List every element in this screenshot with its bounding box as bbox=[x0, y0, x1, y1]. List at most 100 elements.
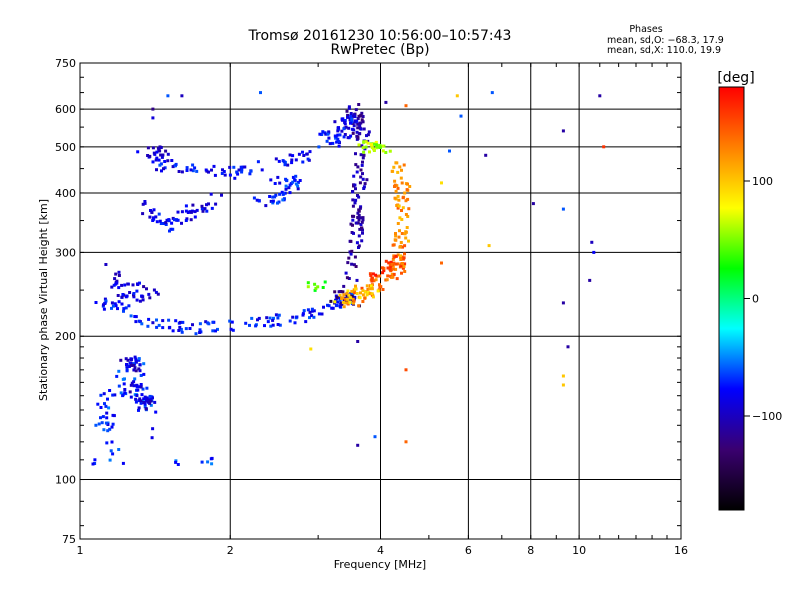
data-point bbox=[327, 136, 331, 140]
data-point bbox=[308, 150, 312, 154]
data-point bbox=[184, 219, 188, 222]
data-point bbox=[357, 195, 361, 199]
data-point bbox=[121, 394, 125, 398]
data-point bbox=[111, 422, 115, 426]
data-point bbox=[338, 293, 342, 297]
data-point bbox=[592, 250, 596, 254]
data-point bbox=[254, 324, 258, 328]
data-point bbox=[220, 193, 223, 197]
data-point bbox=[154, 410, 158, 414]
data-point bbox=[231, 328, 235, 332]
data-point bbox=[151, 146, 155, 150]
data-point bbox=[343, 119, 347, 122]
data-point bbox=[398, 229, 401, 233]
data-point bbox=[143, 405, 147, 409]
data-point bbox=[276, 175, 280, 179]
data-point bbox=[459, 114, 463, 118]
data-point bbox=[283, 163, 287, 167]
data-point bbox=[185, 217, 189, 221]
data-point bbox=[277, 159, 281, 163]
data-point bbox=[256, 318, 259, 322]
data-point bbox=[355, 241, 359, 245]
data-point bbox=[407, 207, 411, 211]
data-point bbox=[356, 194, 359, 197]
data-point bbox=[241, 165, 245, 169]
data-point bbox=[155, 168, 158, 172]
data-point bbox=[276, 316, 280, 320]
data-point bbox=[174, 162, 178, 166]
data-point bbox=[403, 262, 407, 266]
data-point bbox=[359, 127, 363, 131]
data-point bbox=[157, 158, 161, 162]
data-point bbox=[284, 184, 288, 188]
data-point bbox=[349, 239, 353, 243]
data-point bbox=[343, 133, 347, 136]
data-point bbox=[309, 347, 313, 351]
data-point bbox=[294, 158, 298, 162]
data-point bbox=[145, 287, 148, 291]
data-point bbox=[396, 194, 400, 198]
data-point bbox=[176, 210, 180, 214]
data-point bbox=[340, 297, 344, 300]
data-point bbox=[404, 199, 408, 203]
data-point bbox=[124, 306, 128, 310]
data-point bbox=[176, 463, 180, 466]
data-point bbox=[129, 358, 133, 362]
data-point bbox=[125, 363, 128, 366]
data-point bbox=[394, 262, 398, 266]
data-point bbox=[141, 295, 145, 299]
data-point bbox=[349, 252, 353, 256]
data-point bbox=[191, 163, 195, 167]
data-point bbox=[114, 304, 118, 308]
y-tick-label: 500 bbox=[55, 141, 76, 154]
data-point bbox=[166, 152, 170, 156]
data-point bbox=[159, 153, 163, 157]
data-point bbox=[105, 411, 109, 415]
data-point bbox=[352, 113, 356, 117]
data-point bbox=[387, 261, 391, 265]
data-point bbox=[361, 293, 365, 297]
data-point bbox=[308, 310, 312, 314]
data-point bbox=[365, 293, 369, 297]
data-point bbox=[361, 172, 364, 176]
data-point bbox=[399, 256, 403, 259]
data-point bbox=[355, 130, 359, 134]
data-point bbox=[114, 272, 118, 276]
data-point bbox=[104, 263, 108, 266]
data-point bbox=[320, 312, 324, 316]
data-point bbox=[99, 416, 102, 420]
data-point bbox=[356, 216, 360, 219]
data-point bbox=[372, 279, 376, 283]
data-point bbox=[151, 216, 155, 220]
data-point bbox=[394, 234, 398, 238]
data-point bbox=[296, 187, 300, 191]
data-point bbox=[100, 421, 104, 425]
data-point bbox=[280, 190, 284, 194]
data-point bbox=[103, 402, 106, 406]
x-tick-label: 16 bbox=[674, 544, 688, 557]
data-point bbox=[381, 271, 385, 275]
data-point bbox=[117, 448, 121, 451]
data-point bbox=[109, 449, 113, 453]
data-point bbox=[107, 406, 111, 410]
data-point bbox=[396, 253, 400, 257]
data-point bbox=[370, 143, 373, 147]
data-point bbox=[354, 265, 358, 268]
data-point bbox=[184, 209, 188, 213]
data-point bbox=[382, 269, 386, 273]
data-point bbox=[102, 303, 105, 307]
data-point bbox=[178, 320, 182, 324]
data-point bbox=[561, 207, 565, 211]
data-point bbox=[361, 289, 365, 293]
data-point bbox=[112, 414, 116, 418]
data-point bbox=[366, 291, 370, 295]
data-point bbox=[351, 131, 355, 135]
data-point bbox=[156, 292, 160, 296]
data-point bbox=[336, 300, 340, 304]
data-point bbox=[353, 255, 357, 259]
data-point bbox=[133, 377, 137, 381]
data-point bbox=[91, 462, 95, 466]
chart-subtitle: RwPretec (Bp) bbox=[330, 42, 429, 58]
data-point bbox=[360, 239, 364, 243]
data-point bbox=[393, 185, 396, 188]
